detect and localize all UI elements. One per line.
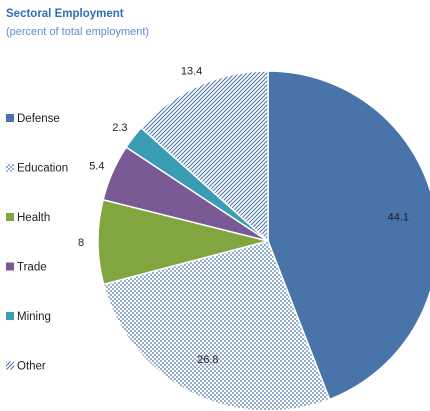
value-label-defense: 44.1 xyxy=(388,212,409,224)
legend-swatch-mining xyxy=(6,312,14,320)
legend: Defense Education Health Trade Mining Other xyxy=(6,113,68,373)
legend-swatch-trade xyxy=(6,262,14,271)
value-label-health: 8 xyxy=(78,237,84,249)
legend-label-defense: Defense xyxy=(17,113,60,125)
pie-value-labels: 44.1 26.8 8 5.4 2.3 13.4 xyxy=(78,65,409,366)
legend-label-other: Other xyxy=(17,361,46,373)
pie-slice-other xyxy=(140,70,269,243)
legend-swatch-defense xyxy=(6,114,14,122)
value-label-mining: 2.3 xyxy=(112,122,127,134)
value-label-trade: 5.4 xyxy=(89,161,104,173)
legend-label-health: Health xyxy=(17,212,50,224)
pie-slices xyxy=(97,70,430,411)
chart-title: Sectoral Employment xyxy=(6,8,124,20)
value-label-education: 26.8 xyxy=(197,354,218,366)
legend-label-trade: Trade xyxy=(17,262,47,274)
legend-swatch-education xyxy=(6,163,14,172)
legend-swatch-other xyxy=(6,361,14,370)
chart-subtitle: (percent of total employment) xyxy=(6,26,150,38)
legend-swatch-health xyxy=(6,213,14,221)
value-label-other: 13.4 xyxy=(181,65,202,77)
pie-slice-education xyxy=(102,240,331,411)
pie-slice-defense xyxy=(267,70,430,401)
legend-label-education: Education xyxy=(17,163,68,175)
legend-label-mining: Mining xyxy=(17,311,51,323)
